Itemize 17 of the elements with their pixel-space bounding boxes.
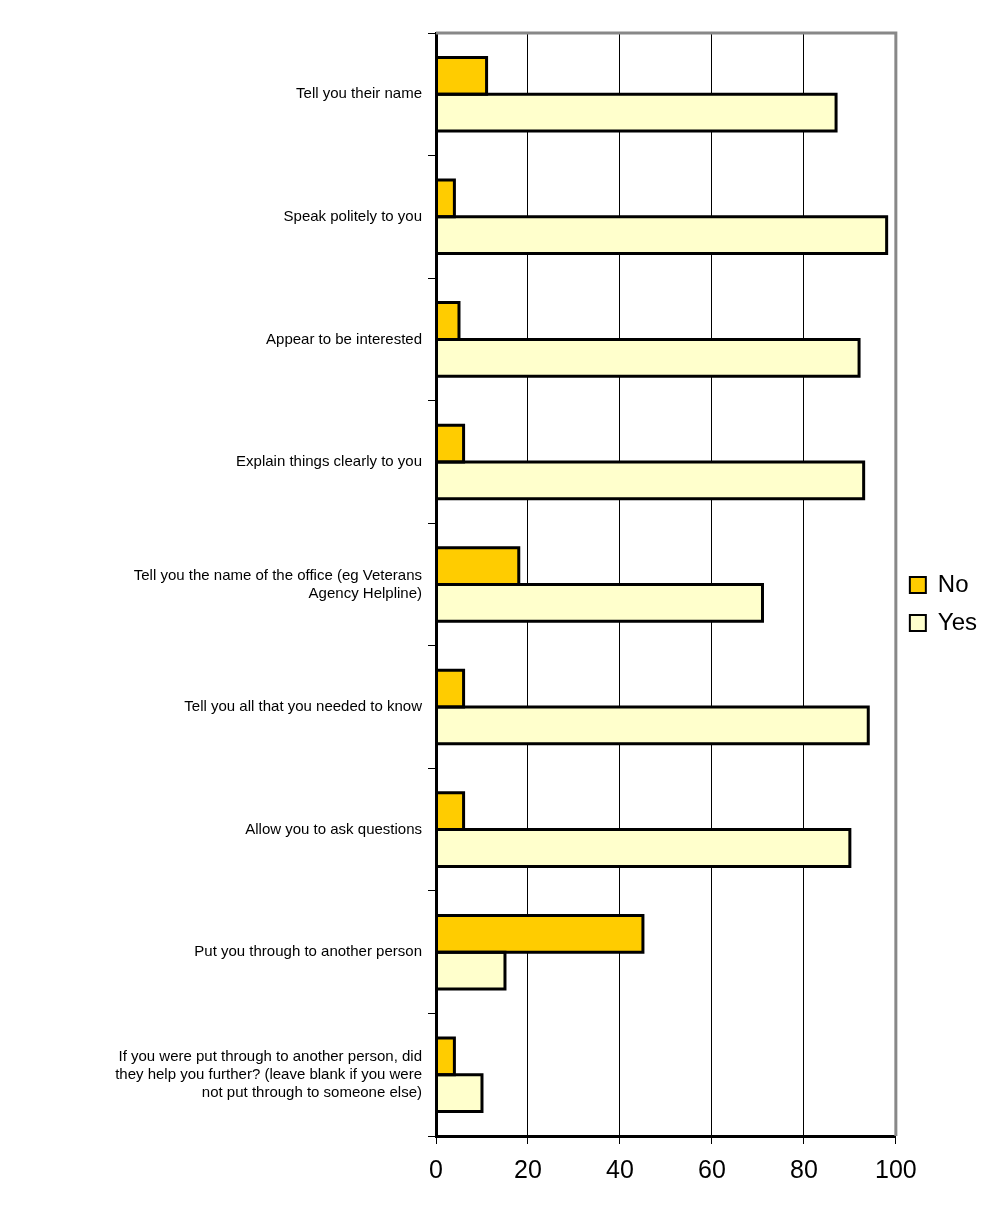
x-tick-label: 40: [606, 1154, 634, 1183]
y-tick-label: Put you through to another person: [194, 942, 422, 960]
x-tick-label: 100: [874, 1154, 917, 1183]
y-tick-label: Tell you the name of the office (eg Veterans Agency Helpline): [133, 565, 422, 601]
x-tick-label: 80: [789, 1154, 818, 1183]
x-tick-label: 60: [698, 1154, 726, 1183]
y-tick-label: Tell you all that you needed to know: [184, 697, 423, 715]
y-tick-label: Speak politely to you: [283, 206, 422, 224]
y-tick-label: Explain things clearly to you: [236, 452, 422, 470]
y-tick-label: Tell you their name: [296, 84, 422, 102]
legend-label: No: [937, 569, 969, 597]
x-tick-label: 0: [429, 1154, 443, 1183]
y-tick-label: Appear to be interested: [266, 329, 422, 347]
legend-label: Yes: [937, 607, 977, 635]
y-tick-label: Allow you to ask questions: [245, 819, 422, 837]
x-tick-label: 20: [514, 1154, 542, 1183]
y-tick-label: If you were put through to another person, did they help you further? (leave blank if you were not put through to someone else): [115, 1046, 422, 1100]
